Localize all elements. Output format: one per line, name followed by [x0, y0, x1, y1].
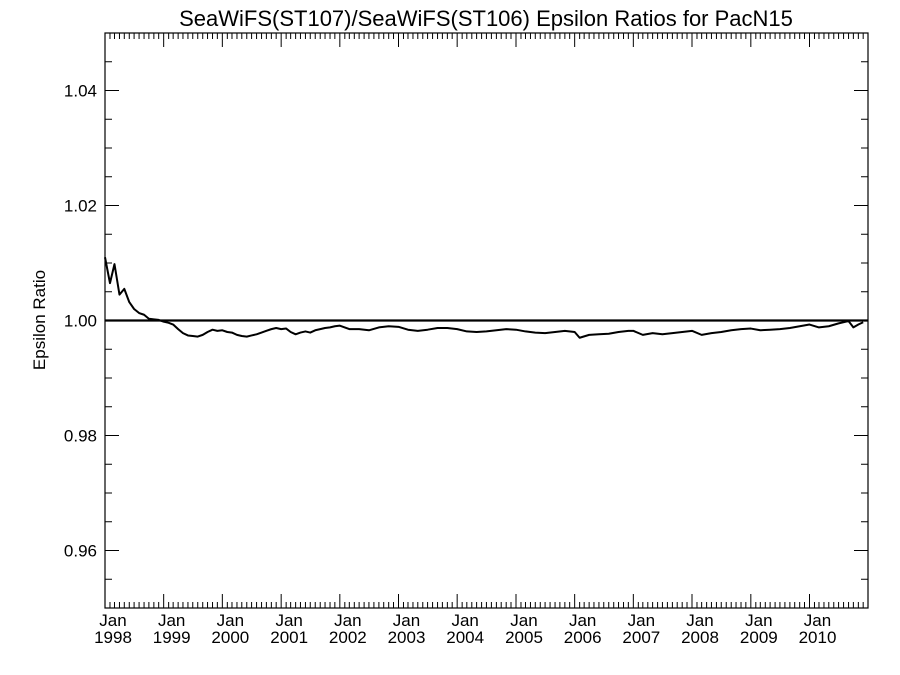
ytick-label-4: 1.04 — [64, 82, 97, 101]
xtick-year-label-2: 2000 — [211, 628, 249, 647]
xtick-year-label-3: 2001 — [270, 628, 308, 647]
xtick-month-label-6: Jan — [451, 611, 478, 630]
y-axis-label: Epsilon Ratio — [30, 270, 49, 370]
xtick-year-label-0: 1998 — [94, 628, 132, 647]
xtick-year-label-6: 2004 — [446, 628, 484, 647]
ytick-label-2: 1.00 — [64, 312, 97, 331]
ytick-label-1: 0.98 — [64, 427, 97, 446]
xtick-month-label-1: Jan — [158, 611, 185, 630]
xtick-year-label-7: 2005 — [505, 628, 543, 647]
xtick-month-label-2: Jan — [217, 611, 244, 630]
series-line-epsilon-ratio — [104, 257, 864, 339]
ytick-label-0: 0.96 — [64, 542, 97, 561]
xtick-month-label-10: Jan — [686, 611, 713, 630]
xtick-month-label-7: Jan — [510, 611, 537, 630]
xtick-year-label-11: 2009 — [740, 628, 778, 647]
xtick-month-label-11: Jan — [745, 611, 772, 630]
xtick-month-label-12: Jan — [804, 611, 831, 630]
xtick-year-label-10: 2008 — [681, 628, 719, 647]
xtick-month-label-9: Jan — [628, 611, 655, 630]
xtick-month-label-3: Jan — [275, 611, 302, 630]
xtick-year-label-5: 2003 — [388, 628, 426, 647]
plot-frame — [104, 32, 869, 609]
ytick-label-3: 1.02 — [64, 197, 97, 216]
xtick-year-label-8: 2006 — [564, 628, 602, 647]
xtick-month-label-4: Jan — [334, 611, 361, 630]
xtick-year-label-4: 2002 — [329, 628, 367, 647]
tick-labels: 0.960.981.001.021.04Jan1998Jan1999Jan200… — [64, 82, 837, 648]
xtick-month-label-8: Jan — [569, 611, 596, 630]
xtick-year-label-9: 2007 — [622, 628, 660, 647]
xtick-month-label-0: Jan — [99, 611, 126, 630]
xtick-year-label-1: 1999 — [153, 628, 191, 647]
chart-title: SeaWiFS(ST107)/SeaWiFS(ST106) Epsilon Ra… — [179, 6, 793, 31]
xtick-month-label-5: Jan — [393, 611, 420, 630]
axis-ticks — [104, 32, 868, 609]
xtick-year-label-12: 2010 — [799, 628, 837, 647]
